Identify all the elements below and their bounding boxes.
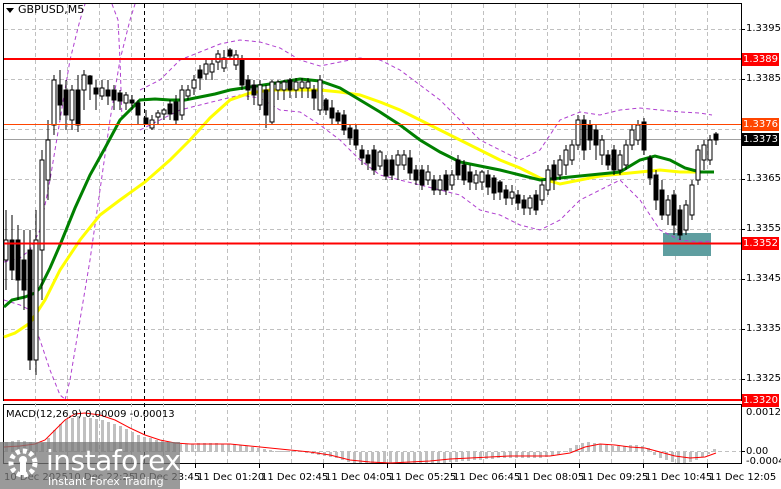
time-label: 11 Dec 08:05 xyxy=(517,472,585,483)
ma-slow-line xyxy=(3,88,714,339)
price-tag-mid-level: 1.3376 xyxy=(742,118,779,131)
price-tick: 1.3345 xyxy=(746,273,781,284)
macd-indicator-label: MACD(12,26,9) 0.00009 -0.00013 xyxy=(6,409,175,420)
price-tick: 1.3395 xyxy=(746,23,781,34)
symbol-title[interactable]: GBPUSD,M5 xyxy=(6,3,84,16)
time-label: 11 Dec 05:25 xyxy=(389,472,457,483)
bollinger-bands xyxy=(3,3,713,401)
price-tick: 1.3365 xyxy=(746,173,781,184)
main-pane-frame xyxy=(3,3,742,401)
watermark-tagline: Instant Forex Trading xyxy=(48,475,164,488)
instaforex-logo-icon xyxy=(8,448,38,478)
time-label: 11 Dec 09:25 xyxy=(581,472,649,483)
time-label: 11 Dec 01:20 xyxy=(197,472,265,483)
price-tag-current-price: 1.3373 xyxy=(742,133,779,146)
symbol-label: GBPUSD,M5 xyxy=(18,3,85,16)
price-tick: 1.3355 xyxy=(746,223,781,234)
time-label: 11 Dec 06:45 xyxy=(453,472,521,483)
price-tick: 1.3325 xyxy=(746,373,781,384)
macd-tick: 0.00 xyxy=(746,446,769,457)
axis-ticks xyxy=(195,29,745,468)
watermark-brand: instaforex xyxy=(46,444,181,477)
time-label: 11 Dec 12:05 xyxy=(709,472,777,483)
dropdown-triangle-icon[interactable] xyxy=(6,7,14,13)
macd-tick: -0.00047 xyxy=(746,456,781,467)
macd-tick: 0.0012 xyxy=(746,407,781,418)
time-label: 11 Dec 10:45 xyxy=(645,472,713,483)
price-tick: 1.3385 xyxy=(746,73,781,84)
watermark: instaforex Instant Forex Trading xyxy=(0,442,181,489)
macd-signal-line xyxy=(3,412,717,464)
price-tag-upper-level: 1.3389 xyxy=(742,53,779,66)
time-label: 11 Dec 02:45 xyxy=(261,472,329,483)
time-label: 11 Dec 04:05 xyxy=(325,472,393,483)
price-tag-support-level: 1.3352 xyxy=(742,237,779,250)
price-tick: 1.3335 xyxy=(746,323,781,334)
price-tag-lower-level: 1.3320 xyxy=(742,394,779,407)
